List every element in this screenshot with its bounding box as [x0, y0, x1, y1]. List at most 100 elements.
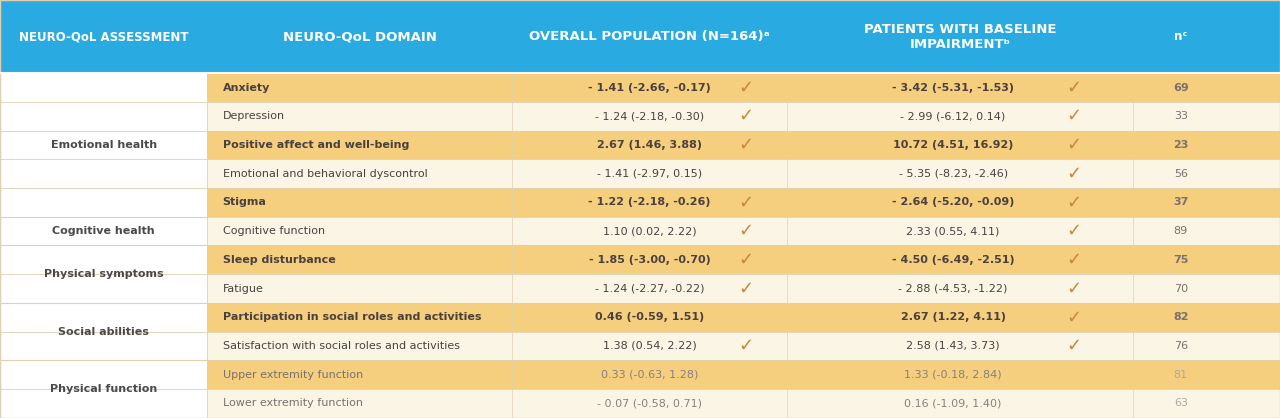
Text: - 2.99 (-6.12, 0.14): - 2.99 (-6.12, 0.14) [900, 111, 1006, 121]
Text: Stigma: Stigma [223, 197, 266, 207]
Bar [207, 102, 1280, 130]
Bar [1133, 130, 1229, 159]
Text: ✓: ✓ [739, 337, 754, 355]
Text: 1.38 (0.54, 2.22): 1.38 (0.54, 2.22) [603, 341, 696, 351]
Text: 89: 89 [1174, 226, 1188, 236]
Text: Physical symptoms: Physical symptoms [44, 269, 164, 279]
Text: 82: 82 [1172, 312, 1189, 322]
Text: - 3.42 (-5.31, -1.53): - 3.42 (-5.31, -1.53) [892, 82, 1014, 92]
Text: Lower extremity function: Lower extremity function [223, 398, 362, 408]
Bar [0, 73, 207, 102]
Text: - 2.88 (-4.53, -1.22): - 2.88 (-4.53, -1.22) [899, 283, 1007, 293]
Bar [0, 159, 207, 188]
Text: ✓: ✓ [739, 79, 754, 97]
Text: OVERALL POPULATION (N=164)ᵃ: OVERALL POPULATION (N=164)ᵃ [529, 30, 771, 43]
Text: - 4.50 (-6.49, -2.51): - 4.50 (-6.49, -2.51) [892, 255, 1015, 265]
Text: - 1.22 (-2.18, -0.26): - 1.22 (-2.18, -0.26) [589, 197, 710, 207]
Bar [207, 73, 1280, 102]
Text: ✓: ✓ [1066, 194, 1082, 212]
Text: 56: 56 [1174, 168, 1188, 178]
Text: ✓: ✓ [1066, 308, 1082, 326]
Bar [207, 130, 1280, 159]
Text: Social abilities: Social abilities [59, 326, 148, 336]
Text: 1.10 (0.02, 2.22): 1.10 (0.02, 2.22) [603, 226, 696, 236]
Bar [0, 331, 207, 360]
Text: ✓: ✓ [1066, 337, 1082, 355]
Bar [207, 159, 1280, 188]
Text: Upper extremity function: Upper extremity function [223, 370, 364, 380]
Bar [0, 0, 1280, 73]
Text: - 1.24 (-2.18, -0.30): - 1.24 (-2.18, -0.30) [595, 111, 704, 121]
Text: ✓: ✓ [739, 251, 754, 269]
Text: 75: 75 [1172, 255, 1189, 265]
Text: ✓: ✓ [739, 136, 754, 154]
Text: 2.58 (1.43, 3.73): 2.58 (1.43, 3.73) [906, 341, 1000, 351]
Text: 2.67 (1.46, 3.88): 2.67 (1.46, 3.88) [596, 140, 703, 150]
Text: 69: 69 [1172, 82, 1189, 92]
Text: ✓: ✓ [1066, 107, 1082, 125]
Text: 0.16 (-1.09, 1.40): 0.16 (-1.09, 1.40) [905, 398, 1002, 408]
Bar [207, 188, 1280, 217]
Text: 0.46 (-0.59, 1.51): 0.46 (-0.59, 1.51) [595, 312, 704, 322]
Text: ✓: ✓ [739, 280, 754, 298]
Text: Sleep disturbance: Sleep disturbance [223, 255, 335, 265]
Bar [207, 331, 1280, 360]
Text: 76: 76 [1174, 341, 1188, 351]
Text: ✓: ✓ [1066, 165, 1082, 183]
Text: Emotional and behavioral dyscontrol: Emotional and behavioral dyscontrol [223, 168, 428, 178]
Text: ✓: ✓ [739, 107, 754, 125]
Text: 81: 81 [1174, 370, 1188, 380]
Text: ✓: ✓ [1066, 280, 1082, 298]
Text: Emotional health: Emotional health [51, 140, 156, 150]
Text: - 0.07 (-0.58, 0.71): - 0.07 (-0.58, 0.71) [596, 398, 703, 408]
Bar [1133, 274, 1229, 303]
Text: ✓: ✓ [1066, 222, 1082, 240]
Bar [207, 274, 1280, 303]
Text: NEURO-QoL DOMAIN: NEURO-QoL DOMAIN [283, 30, 436, 43]
Text: Physical function: Physical function [50, 384, 157, 394]
Bar [1133, 245, 1229, 274]
Text: 70: 70 [1174, 283, 1188, 293]
Bar [1133, 360, 1229, 389]
Text: - 2.64 (-5.20, -0.09): - 2.64 (-5.20, -0.09) [892, 197, 1014, 207]
Text: ✓: ✓ [1066, 136, 1082, 154]
Text: ✓: ✓ [739, 194, 754, 212]
Bar [1133, 73, 1229, 102]
Text: - 5.35 (-8.23, -2.46): - 5.35 (-8.23, -2.46) [899, 168, 1007, 178]
Text: ✓: ✓ [1066, 79, 1082, 97]
Text: Fatigue: Fatigue [223, 283, 264, 293]
Bar [207, 389, 1280, 418]
Bar [207, 360, 1280, 389]
Bar [1133, 331, 1229, 360]
Bar [0, 389, 207, 418]
Bar [207, 303, 1280, 331]
Text: - 1.41 (-2.97, 0.15): - 1.41 (-2.97, 0.15) [596, 168, 703, 178]
Text: Positive affect and well-being: Positive affect and well-being [223, 140, 410, 150]
Bar [1133, 303, 1229, 331]
Bar [0, 217, 207, 245]
Bar [1133, 217, 1229, 245]
Bar [1133, 102, 1229, 130]
Bar [1133, 159, 1229, 188]
Bar [0, 130, 207, 159]
Text: Satisfaction with social roles and activities: Satisfaction with social roles and activ… [223, 341, 460, 351]
Text: Participation in social roles and activities: Participation in social roles and activi… [223, 312, 481, 322]
Bar [1133, 188, 1229, 217]
Text: 33: 33 [1174, 111, 1188, 121]
Bar [0, 360, 207, 389]
Text: 0.33 (-0.63, 1.28): 0.33 (-0.63, 1.28) [600, 370, 699, 380]
Bar [0, 188, 207, 217]
Bar [0, 102, 207, 130]
Text: - 1.41 (-2.66, -0.17): - 1.41 (-2.66, -0.17) [589, 82, 710, 92]
Text: Cognitive health: Cognitive health [52, 226, 155, 236]
Bar [0, 245, 207, 274]
Text: 23: 23 [1172, 140, 1189, 150]
Bar [207, 245, 1280, 274]
Text: - 1.24 (-2.27, -0.22): - 1.24 (-2.27, -0.22) [595, 283, 704, 293]
Text: 37: 37 [1172, 197, 1189, 207]
Text: - 1.85 (-3.00, -0.70): - 1.85 (-3.00, -0.70) [589, 255, 710, 265]
Text: ✓: ✓ [1066, 251, 1082, 269]
Text: 2.33 (0.55, 4.11): 2.33 (0.55, 4.11) [906, 226, 1000, 236]
Text: NEURO-QoL ASSESSMENT: NEURO-QoL ASSESSMENT [19, 30, 188, 43]
Text: Cognitive function: Cognitive function [223, 226, 325, 236]
